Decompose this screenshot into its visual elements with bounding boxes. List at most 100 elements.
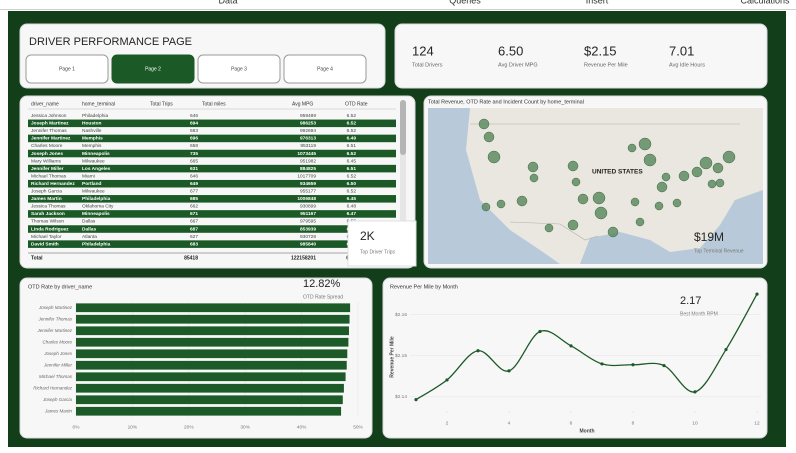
table-header: Total miles	[202, 101, 226, 107]
map-bubble	[715, 178, 725, 188]
table-cell: 992694	[300, 128, 316, 134]
line	[415, 293, 758, 401]
line-point	[693, 390, 697, 394]
x-tick-label: 4	[508, 420, 511, 426]
table-cell: 696	[190, 136, 198, 142]
page-button-label[interactable]: Page 3	[231, 66, 247, 72]
table-cell: Jennifer Martinez	[31, 136, 71, 142]
table-cell: Richard Hernandez	[31, 181, 75, 187]
table-cell: 979595	[300, 219, 316, 225]
line-point	[569, 344, 573, 348]
table-cell: Houston	[82, 121, 102, 127]
table-cell: 6.52	[347, 128, 357, 134]
table-card	[347, 220, 417, 267]
line-point	[724, 347, 728, 352]
map-bubble	[638, 137, 652, 151]
table-row-band	[28, 179, 396, 188]
table-cell: 959489	[300, 113, 316, 119]
table-cell: 976313	[300, 136, 316, 142]
table-cell: 6.52	[347, 121, 357, 127]
line-point	[414, 398, 418, 402]
page-button[interactable]	[283, 54, 367, 84]
page-button[interactable]	[25, 54, 109, 84]
table-cell: 955177	[300, 189, 316, 195]
y-tick-label: $2.16	[395, 312, 407, 318]
y-tick-label: Jennifer Thomas	[37, 316, 72, 321]
table-cell: Portland	[82, 181, 102, 187]
table-cell: Philadelphia	[82, 113, 108, 119]
table-cell: 6.52	[347, 113, 357, 119]
ribbon-tab: Data	[218, 0, 237, 5]
page-button-label[interactable]: Page 4	[317, 66, 333, 72]
table-cell: 671	[190, 211, 198, 217]
table-cell: 6.45	[347, 158, 357, 164]
table-cell: Jennifer Miller	[31, 166, 64, 172]
table-cell: 986253	[300, 121, 316, 127]
map-bubble	[661, 172, 671, 182]
map-bubble	[487, 150, 501, 164]
map-bubble	[529, 173, 539, 183]
map-bubble	[654, 201, 664, 211]
table-cell: 6.51	[347, 143, 357, 149]
table-cell: 735	[190, 151, 198, 157]
bar	[76, 383, 344, 393]
table-cell: 951982	[300, 158, 316, 164]
y-tick-label: James Martin	[44, 408, 73, 413]
table-cell: 683	[190, 128, 198, 134]
x-axis-title: Month	[580, 428, 595, 434]
line-point	[538, 329, 542, 334]
table-cell: 1006848	[297, 196, 316, 202]
x-tick-label: 50%	[353, 424, 363, 430]
table-row-band	[28, 225, 396, 233]
map-title: Total Revenue, OTD Rate and Incident Cou…	[428, 99, 584, 105]
map-bubble	[594, 206, 608, 220]
table-header: driver_name	[31, 101, 59, 107]
page-title: DRIVER PERFORMANCE PAGE	[29, 36, 192, 48]
card-value: $19M	[694, 230, 724, 244]
table-cell: Los Angeles	[82, 166, 111, 172]
ribbon-tab: Calculations	[740, 0, 790, 5]
map-country-label: UNITED STATES	[592, 169, 643, 176]
table-cell: James Martin	[31, 196, 62, 202]
map-border	[509, 221, 599, 241]
bar	[76, 360, 347, 370]
map-bubble	[516, 195, 528, 207]
table-cell: Michael Taylor	[31, 234, 62, 240]
map-bubble	[627, 143, 637, 153]
table-cell: 6.52	[347, 173, 357, 179]
bar	[76, 337, 349, 347]
table-cell: 687	[190, 226, 198, 232]
page-button[interactable]	[197, 54, 281, 84]
table-row-band	[28, 210, 396, 218]
bar	[76, 395, 343, 405]
x-tick-label: 10%	[128, 424, 138, 430]
map-bubble	[478, 118, 490, 130]
table-cell: 683	[190, 241, 198, 247]
chart-title: Revenue Per Mile by Month	[390, 284, 458, 290]
table-cell: Charles Moore	[31, 143, 63, 149]
map-water	[428, 108, 560, 264]
table-cell: Linda Rodriguez	[31, 226, 69, 232]
page-button-label[interactable]: Page 1	[59, 66, 75, 72]
x-tick-label: 8	[632, 420, 635, 426]
table-cell: Jennifer Thomas	[31, 128, 67, 134]
table-cell: 6.45	[347, 196, 357, 202]
page-button-label[interactable]: Page 2	[145, 66, 161, 72]
x-tick-label: 30%	[240, 424, 250, 430]
bar	[76, 406, 342, 416]
table-cell: Jessica Johnson	[31, 113, 67, 119]
table-cell: Atlanta	[82, 234, 97, 240]
table-header: Avg MPG	[292, 101, 313, 107]
table-cell: Thomas Wilson	[31, 219, 64, 225]
table-cell: 631	[190, 166, 198, 172]
table-cell: Joseph Martinez	[31, 121, 69, 127]
map-bubble	[707, 179, 717, 189]
y-tick-label: Charles Moore	[42, 339, 72, 344]
table-cell: 884825	[300, 166, 316, 172]
table-cell: 646	[190, 113, 198, 119]
y-tick-label: Jennifer Martinez	[36, 328, 72, 333]
map-water	[580, 190, 763, 264]
bar	[76, 314, 350, 324]
page-button[interactable]	[111, 54, 195, 84]
